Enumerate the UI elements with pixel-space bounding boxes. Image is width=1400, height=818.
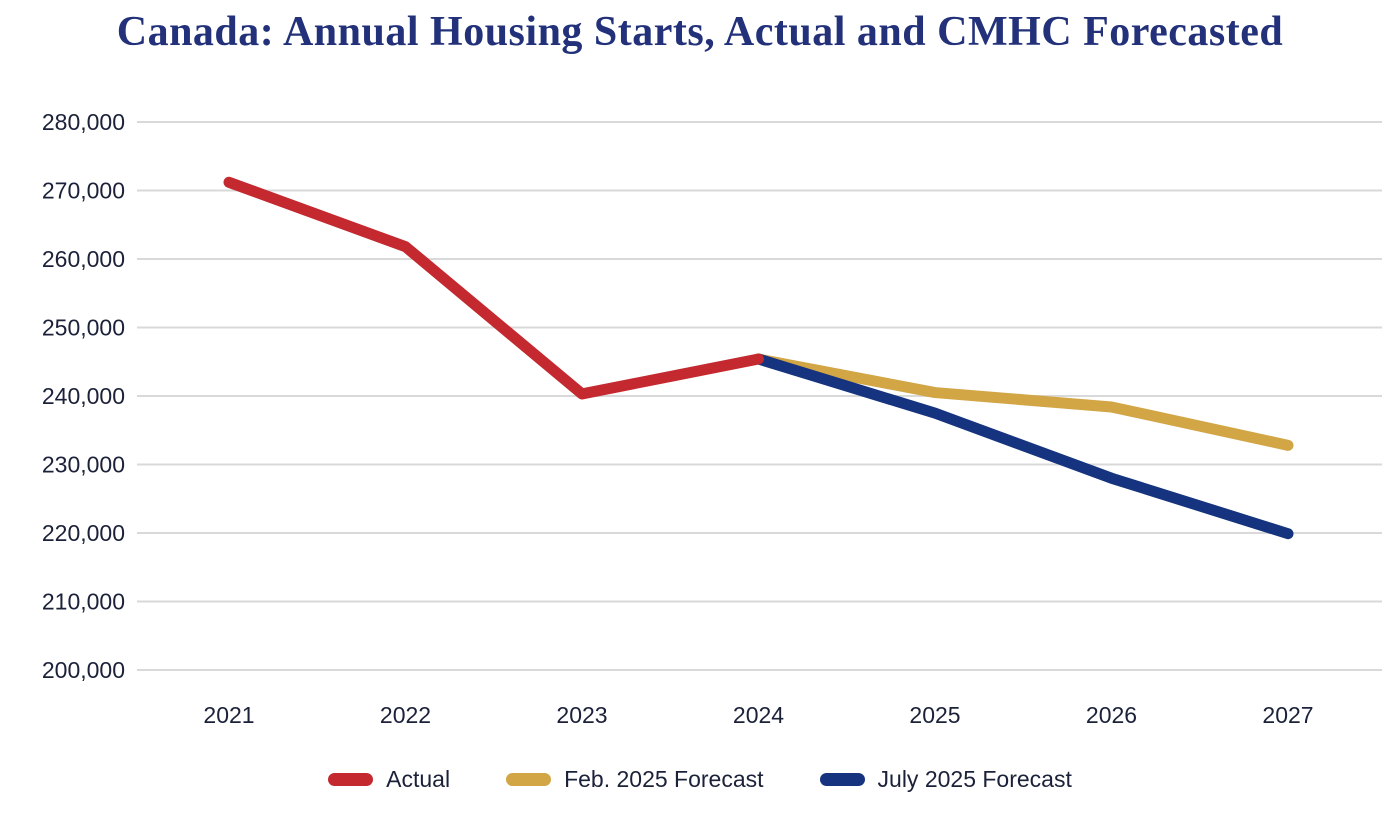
x-tick-label: 2025 (909, 702, 960, 728)
y-tick-label: 250,000 (42, 315, 125, 341)
x-tick-label: 2026 (1086, 702, 1137, 728)
legend-label: July 2025 Forecast (877, 766, 1072, 792)
legend: Actual Feb. 2025 Forecast July 2025 Foreca… (0, 766, 1400, 793)
x-tick-label: 2021 (203, 702, 254, 728)
y-tick-label: 230,000 (42, 452, 125, 478)
x-tick-label: 2024 (733, 702, 784, 728)
y-tick-label: 260,000 (42, 246, 125, 272)
chart-title: Canada: Annual Housing Starts, Actual an… (116, 9, 1284, 55)
y-tick-label: 270,000 (42, 178, 125, 204)
x-tick-label: 2027 (1262, 702, 1313, 728)
legend-item: July 2025 Forecast (819, 766, 1072, 793)
series-line-feb-2025-forecast (753, 353, 1294, 451)
legend-label: Actual (386, 766, 451, 792)
legend-label: Feb. 2025 Forecast (564, 766, 764, 792)
legend-swatch-icon (506, 773, 552, 786)
series-line-actual (223, 176, 764, 400)
x-tick-label: 2022 (380, 702, 431, 728)
legend-swatch-icon (819, 773, 865, 786)
y-tick-label: 210,000 (42, 589, 125, 615)
series-line-july-2025-forecast (753, 353, 1294, 540)
y-tick-label: 240,000 (42, 383, 125, 409)
legend-item: Feb. 2025 Forecast (506, 766, 764, 793)
legend-swatch-icon (328, 773, 374, 786)
y-tick-label: 200,000 (42, 657, 125, 683)
legend-item: Actual (328, 766, 450, 793)
x-tick-label: 2023 (556, 702, 607, 728)
y-tick-label: 220,000 (42, 520, 125, 546)
y-tick-label: 280,000 (42, 109, 125, 135)
